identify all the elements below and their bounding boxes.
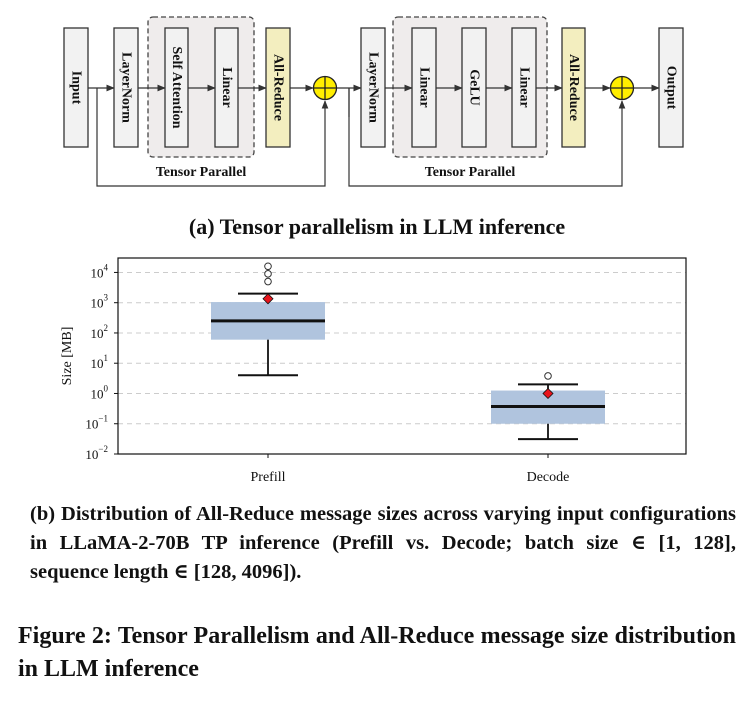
plot-frame (117, 257, 687, 455)
caption-b-line-1: (b) Distribution of All-Reduce message s… (30, 503, 604, 525)
linear-block-3: Linear (511, 27, 537, 148)
output-block-label: Output (664, 66, 679, 110)
outlier-point (264, 277, 272, 286)
layernorm-block-1-label: LayerNorm (119, 52, 134, 123)
y-tick-label: 102 (91, 323, 109, 341)
caption-b-line-3: batch size ∈ [1, 128], sequence length ∈… (30, 532, 736, 583)
layernorm-block-2-label: LayerNorm (366, 52, 381, 123)
figure-caption: Figure 2: Tensor Parallelism and All-Red… (18, 620, 736, 686)
box-prefill (211, 262, 325, 377)
message-size-boxplot: 104 103 102 101 100 10−1 10−2 Prefill Decode Si… (60, 257, 687, 485)
caption-a: (a) Tensor parallelism in LLM inference (188, 214, 566, 239)
linear-block-2-label: Linear (417, 67, 432, 107)
allreduce-block-1-label: All-Reduce (271, 54, 286, 121)
linear-block-1-label: Linear (219, 67, 234, 107)
x-axis-ticks: Prefill Decode (251, 454, 570, 485)
residual-connector-2 (348, 88, 626, 187)
box-plot-marks (211, 262, 605, 441)
linear-block-3-label: Linear (517, 67, 532, 107)
linear-block-1: Linear (214, 27, 239, 148)
figure-caption-line-1: Figure 2: Tensor Parallelism and All-Red… (18, 623, 609, 649)
allreduce-block-2-label: All-Reduce (566, 54, 581, 121)
caption-b-line-2: configurations in LLaMA-2-70B TP inferen… (30, 503, 736, 554)
tensor-parallel-diagram: Input LayerNorm Self Attention Linear All-Re… (63, 16, 684, 187)
figure-caption-line-2: distribution in LLM inference (18, 623, 736, 682)
allreduce-block-1: All-Reduce (265, 27, 291, 148)
gelu-block: GeLU (461, 27, 487, 148)
self-attention-block: Self Attention (164, 27, 189, 148)
tensor-parallel-label-1: Tensor Parallel (156, 165, 247, 180)
y-tick-label: 10−1 (85, 414, 108, 432)
gelu-block-label: GeLU (467, 69, 482, 106)
x-tick-label-prefill: Prefill (251, 470, 286, 485)
y-tick-label: 100 (91, 383, 109, 401)
residual-add-icon-1 (312, 75, 338, 101)
flow-connectors (88, 84, 660, 187)
residual-add-icon-2 (609, 75, 635, 101)
x-tick-label-decode: Decode (527, 470, 570, 485)
grid-lines (118, 271, 686, 455)
box-decode (491, 372, 605, 441)
input-block: Input (63, 27, 89, 148)
y-axis-label: Size [MB] (60, 327, 75, 386)
tensor-parallel-label-2: Tensor Parallel (425, 165, 516, 180)
allreduce-block-2: All-Reduce (561, 27, 586, 148)
y-axis-ticks: 104 103 102 101 100 10−1 10−2 (85, 262, 118, 462)
outlier-point (264, 270, 272, 278)
y-tick-label: 10−2 (85, 444, 108, 462)
layernorm-block-2: LayerNorm (360, 27, 386, 148)
caption-b: (b) Distribution of All-Reduce message s… (30, 500, 736, 587)
y-tick-label: 103 (91, 293, 109, 311)
input-block-label: Input (69, 71, 84, 105)
linear-block-2: Linear (411, 27, 437, 148)
y-tick-label: 104 (91, 262, 109, 280)
outlier-point (264, 262, 272, 271)
output-block: Output (658, 27, 684, 148)
mean-marker-prefill (262, 293, 274, 305)
mean-marker-decode (542, 387, 554, 400)
self-attention-block-label: Self Attention (169, 46, 184, 128)
diagram-blocks: Input LayerNorm Self Attention Linear All-Re… (63, 27, 684, 148)
outlier-point (544, 372, 552, 380)
layernorm-block-1: LayerNorm (113, 27, 139, 148)
y-tick-label: 101 (91, 353, 109, 371)
